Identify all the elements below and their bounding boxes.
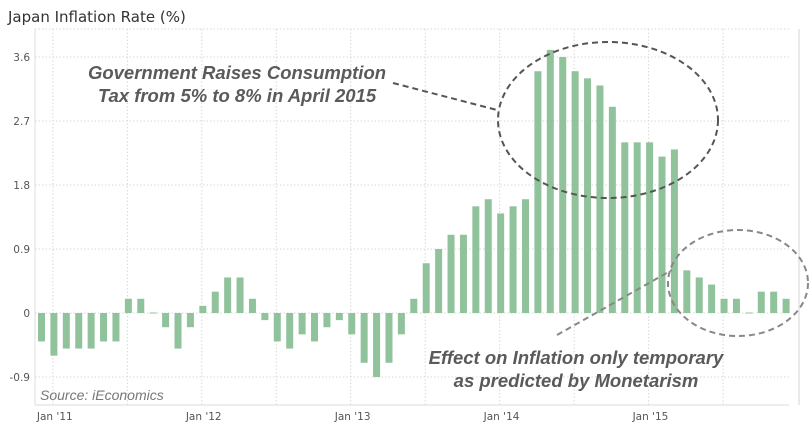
bar-aug-2011 bbox=[137, 298, 145, 313]
bar-nov-2013 bbox=[472, 206, 480, 313]
source-label: Source: iEconomics bbox=[40, 387, 164, 403]
bar-apr-2012 bbox=[236, 277, 244, 313]
bar-oct-2012 bbox=[311, 313, 319, 342]
bar-nov-2012 bbox=[323, 313, 331, 328]
y-axis-ticks: -0.9 0 0.9 1.8 2.7 3.6 bbox=[10, 52, 31, 384]
bar-jun-2014 bbox=[559, 57, 567, 313]
y-tick-label: 1.8 bbox=[13, 180, 30, 192]
bar-oct-2014 bbox=[608, 106, 616, 314]
bar-mar-2011 bbox=[75, 313, 83, 349]
bar-apr-2015 bbox=[683, 270, 691, 313]
bar-feb-2015 bbox=[658, 156, 666, 313]
annotation-1-line-2: Tax from 5% to 8% in April 2015 bbox=[98, 85, 377, 106]
bar-may-2014 bbox=[546, 49, 554, 314]
bar-jul-2014 bbox=[571, 71, 579, 313]
bar-dec-2015 bbox=[782, 298, 790, 313]
bar-sep-2015 bbox=[745, 312, 753, 314]
bar-may-2013 bbox=[397, 313, 405, 335]
bar-dec-2010 bbox=[38, 313, 45, 342]
annotation-1-leader-line bbox=[392, 82, 498, 111]
bar-jul-2013 bbox=[422, 263, 430, 313]
bar-apr-2011 bbox=[87, 313, 95, 349]
bar-nov-2014 bbox=[621, 142, 629, 313]
x-tick-label: Jan '13 bbox=[334, 411, 371, 423]
bar-may-2011 bbox=[100, 313, 108, 342]
x-tick-label: Jan '12 bbox=[185, 411, 222, 423]
bar-sep-2013 bbox=[447, 234, 455, 313]
bar-apr-2014 bbox=[534, 71, 542, 313]
bar-jun-2013 bbox=[410, 298, 418, 313]
bar-aug-2015 bbox=[732, 298, 740, 313]
bar-dec-2011 bbox=[186, 313, 194, 328]
bar-aug-2014 bbox=[584, 78, 592, 313]
bar-mar-2012 bbox=[224, 277, 232, 313]
bar-aug-2013 bbox=[435, 249, 443, 313]
bar-jun-2012 bbox=[261, 313, 269, 321]
bar-sep-2014 bbox=[596, 85, 604, 313]
y-tick-label: 0 bbox=[23, 308, 30, 320]
y-tick-label: 0.9 bbox=[13, 244, 30, 256]
bar-jul-2015 bbox=[720, 298, 728, 313]
y-tick-label: -0.9 bbox=[10, 372, 31, 384]
bar-aug-2012 bbox=[286, 313, 294, 349]
x-axis-ticks: Jan '11 Jan '12 Jan '13 Jan '14 Jan '15 bbox=[36, 411, 668, 423]
annotation-2-line-1: Effect on Inflation only temporary bbox=[429, 347, 725, 368]
bar-oct-2015 bbox=[757, 291, 765, 313]
bar-mar-2013 bbox=[373, 313, 381, 377]
y-tick-label: 2.7 bbox=[13, 116, 30, 128]
x-tick-label: Jan '14 bbox=[483, 411, 520, 423]
bar-sep-2011 bbox=[149, 312, 157, 314]
bar-nov-2015 bbox=[770, 291, 778, 313]
bar-feb-2012 bbox=[211, 291, 219, 313]
bar-feb-2011 bbox=[62, 313, 70, 349]
bar-dec-2013 bbox=[484, 199, 492, 313]
bar-apr-2013 bbox=[385, 313, 393, 363]
bar-nov-2011 bbox=[174, 313, 182, 349]
bar-oct-2011 bbox=[162, 313, 170, 328]
bars bbox=[38, 49, 790, 377]
bar-jun-2011 bbox=[112, 313, 120, 342]
annotation-1-line-1: Government Raises Consumption bbox=[88, 62, 386, 83]
x-tick-label: Jan '11 bbox=[36, 411, 73, 423]
bar-jan-2015 bbox=[646, 142, 654, 313]
bar-jan-2011 bbox=[50, 313, 58, 356]
bar-jan-2014 bbox=[497, 213, 505, 313]
bar-jul-2012 bbox=[273, 313, 281, 342]
bar-mar-2015 bbox=[670, 149, 678, 313]
bar-jul-2011 bbox=[124, 298, 132, 313]
bar-may-2015 bbox=[695, 277, 703, 313]
bar-jan-2013 bbox=[348, 313, 356, 335]
annotation-2-leader-line bbox=[556, 269, 673, 336]
annotation-1-ellipse bbox=[497, 41, 719, 199]
annotation-2-line-2: as predicted by Monetarism bbox=[454, 370, 699, 391]
bar-sep-2012 bbox=[298, 313, 306, 335]
annotation-2-ellipse bbox=[667, 229, 809, 337]
bar-feb-2014 bbox=[509, 206, 517, 313]
chart-title: Japan Inflation Rate (%) bbox=[7, 8, 186, 26]
bar-jan-2012 bbox=[199, 305, 207, 313]
bar-may-2012 bbox=[248, 298, 256, 313]
bar-jun-2015 bbox=[708, 284, 716, 313]
bar-oct-2013 bbox=[459, 234, 467, 313]
bar-mar-2014 bbox=[521, 199, 529, 313]
bar-dec-2012 bbox=[335, 313, 343, 321]
bar-dec-2014 bbox=[633, 142, 641, 313]
x-tick-label: Jan '15 bbox=[632, 411, 669, 423]
y-tick-label: 3.6 bbox=[13, 52, 30, 64]
bar-feb-2013 bbox=[360, 313, 368, 363]
